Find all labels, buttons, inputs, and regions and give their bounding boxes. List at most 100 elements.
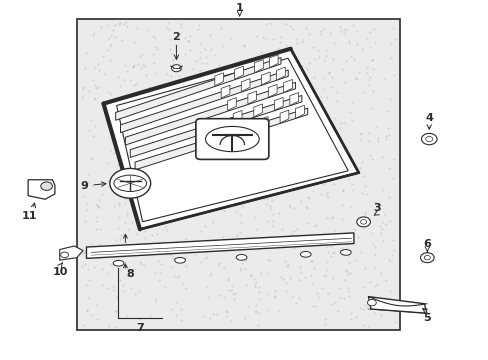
- Point: [80, 193, 88, 199]
- Point: [113, 162, 121, 168]
- Point: [203, 255, 210, 260]
- Point: [132, 231, 140, 237]
- Point: [226, 192, 234, 198]
- Point: [266, 81, 274, 87]
- Point: [213, 161, 221, 167]
- Point: [239, 138, 246, 144]
- Point: [348, 187, 356, 193]
- Point: [257, 135, 264, 141]
- Point: [152, 210, 160, 216]
- Point: [133, 129, 141, 135]
- Point: [260, 181, 267, 187]
- Point: [329, 40, 337, 45]
- Point: [279, 49, 287, 55]
- Point: [215, 292, 223, 298]
- Point: [107, 32, 115, 37]
- Point: [344, 152, 351, 158]
- Point: [208, 162, 216, 168]
- Point: [186, 91, 194, 97]
- Polygon shape: [368, 297, 426, 313]
- Point: [126, 77, 134, 83]
- Point: [368, 306, 376, 311]
- Point: [244, 116, 251, 122]
- Point: [168, 64, 176, 70]
- Point: [269, 36, 277, 42]
- Point: [269, 58, 277, 64]
- Point: [266, 96, 274, 102]
- Point: [194, 91, 202, 97]
- Point: [287, 119, 295, 125]
- Point: [284, 262, 292, 268]
- Point: [103, 285, 111, 291]
- Point: [199, 313, 207, 319]
- Point: [164, 130, 172, 135]
- Polygon shape: [60, 246, 83, 260]
- Point: [106, 44, 114, 49]
- Point: [241, 87, 248, 93]
- Point: [360, 265, 368, 271]
- Point: [102, 160, 110, 166]
- Point: [307, 241, 315, 247]
- Point: [151, 270, 159, 276]
- Point: [359, 174, 366, 179]
- Point: [122, 68, 130, 74]
- Point: [215, 245, 223, 251]
- Point: [142, 201, 150, 207]
- Point: [307, 258, 315, 264]
- Point: [357, 131, 365, 137]
- Ellipse shape: [113, 260, 123, 266]
- Point: [328, 214, 336, 220]
- Point: [283, 173, 291, 179]
- Point: [384, 165, 392, 171]
- Point: [138, 152, 146, 158]
- Point: [171, 243, 179, 249]
- Point: [310, 147, 318, 153]
- Point: [344, 166, 352, 171]
- Point: [329, 227, 337, 233]
- Point: [149, 33, 157, 39]
- Point: [98, 282, 105, 288]
- Point: [338, 245, 346, 251]
- Point: [202, 95, 209, 101]
- Point: [262, 155, 269, 161]
- Point: [278, 176, 285, 181]
- Point: [228, 199, 236, 205]
- Point: [323, 267, 331, 273]
- Point: [158, 189, 165, 194]
- Point: [299, 104, 307, 110]
- Point: [251, 215, 259, 220]
- Point: [108, 27, 116, 32]
- Point: [79, 84, 86, 90]
- Point: [122, 23, 130, 29]
- Point: [353, 41, 361, 47]
- Point: [280, 69, 288, 75]
- Point: [218, 151, 225, 157]
- FancyBboxPatch shape: [77, 19, 399, 330]
- Point: [340, 30, 347, 36]
- Point: [134, 199, 142, 205]
- Circle shape: [356, 217, 370, 227]
- Point: [92, 218, 100, 224]
- Point: [291, 36, 299, 42]
- Point: [319, 26, 327, 32]
- Point: [121, 200, 128, 206]
- Point: [164, 150, 172, 156]
- Point: [365, 130, 372, 135]
- Point: [261, 52, 268, 58]
- Point: [292, 152, 300, 158]
- Point: [316, 173, 324, 179]
- Point: [149, 88, 157, 94]
- Point: [137, 66, 144, 71]
- Point: [95, 197, 102, 202]
- Point: [339, 26, 347, 32]
- Point: [215, 97, 223, 103]
- Point: [369, 26, 377, 32]
- Point: [341, 27, 349, 32]
- Point: [162, 208, 170, 213]
- Point: [104, 89, 112, 95]
- Point: [303, 194, 311, 200]
- Point: [374, 304, 382, 310]
- Point: [176, 30, 184, 36]
- Point: [119, 258, 127, 264]
- Point: [175, 188, 183, 194]
